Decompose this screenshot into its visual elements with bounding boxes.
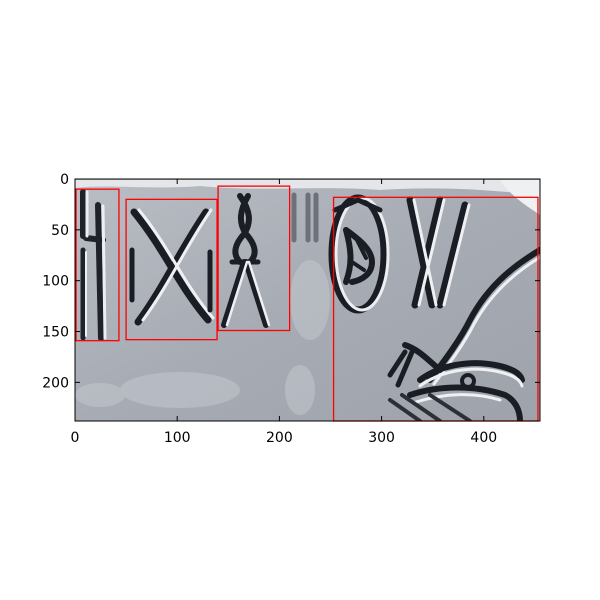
surface-wear (75, 260, 330, 415)
axis-ticks: 0 100 200 300 400 0 50 100 150 200 (42, 172, 540, 446)
x-tick-label: 200 (266, 430, 293, 446)
glyph-4-carving (328, 194, 540, 421)
glyph-3-carving (221, 192, 319, 328)
x-tick-label: 0 (71, 430, 80, 446)
y-tick-label: 0 (60, 172, 69, 188)
bounding-box-1 (75, 188, 120, 342)
bounding-box-2 (125, 198, 218, 341)
seal-impression-image (75, 179, 540, 421)
y-tick-label: 100 (42, 274, 69, 290)
y-tick-label: 50 (51, 223, 69, 239)
x-tick-label: 100 (164, 430, 191, 446)
glyph-2-carving (129, 208, 215, 326)
x-tick-label: 300 (368, 430, 395, 446)
plot-frame (74, 178, 541, 422)
glyph-1-carving (80, 189, 107, 341)
y-tick-label: 200 (42, 375, 69, 391)
bounding-box-3 (217, 185, 291, 332)
y-tick-label: 150 (42, 325, 69, 341)
x-tick-label: 400 (470, 430, 497, 446)
